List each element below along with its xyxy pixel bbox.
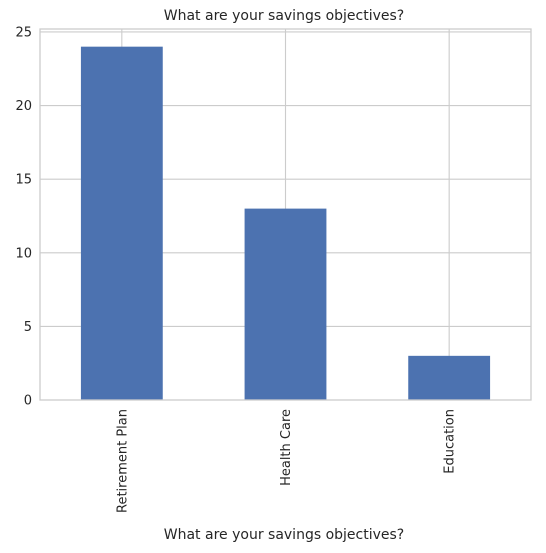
chart-title: What are your savings objectives? xyxy=(164,8,404,24)
bar-health-care xyxy=(244,208,327,400)
x-axis-ticks: Retirement Plan Health Care Education xyxy=(115,409,457,513)
y-tick-label: 10 xyxy=(15,246,32,261)
y-axis-ticks: 0 5 10 15 20 25 xyxy=(15,25,32,408)
bar-education xyxy=(408,355,491,400)
y-tick-label: 20 xyxy=(15,99,32,114)
x-tick-label: Education xyxy=(443,409,458,474)
y-tick-label: 0 xyxy=(24,394,32,409)
y-tick-label: 15 xyxy=(15,173,32,188)
bars xyxy=(80,46,491,401)
y-tick-label: 5 xyxy=(24,320,32,335)
x-tick-label: Retirement Plan xyxy=(115,409,130,513)
y-tick-label: 25 xyxy=(15,25,32,40)
x-axis-label: What are your savings objectives? xyxy=(164,527,404,543)
plot-frame xyxy=(39,28,532,401)
x-tick-label: Health Care xyxy=(279,409,294,486)
bar-retirement-plan xyxy=(80,46,163,401)
